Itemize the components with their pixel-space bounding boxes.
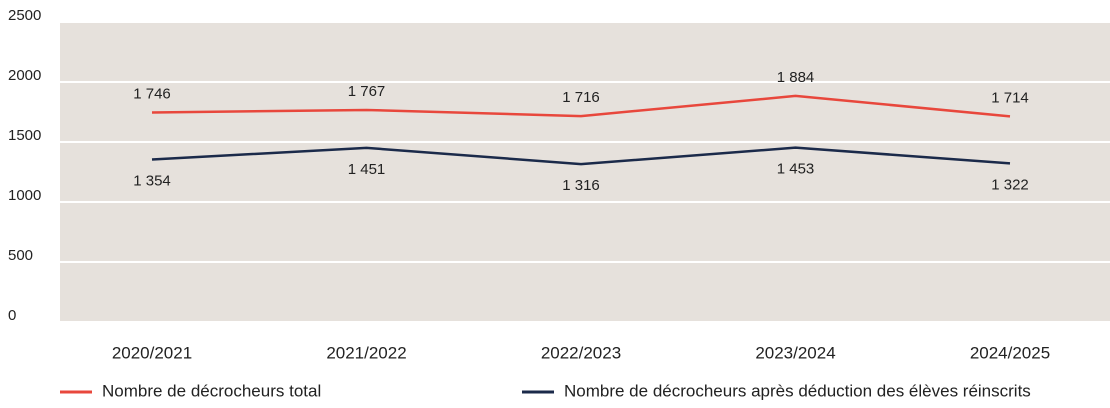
legend-label: Nombre de décrocheurs total bbox=[102, 381, 321, 400]
y-tick-label: 2000 bbox=[8, 67, 41, 84]
data-label: 1 322 bbox=[991, 176, 1029, 193]
series-line bbox=[151, 146, 1011, 166]
x-tick-label: 2020/2021 bbox=[112, 343, 192, 362]
plot-area bbox=[60, 22, 1110, 322]
data-label: 1 767 bbox=[348, 83, 386, 100]
x-tick-label: 2022/2023 bbox=[541, 343, 621, 362]
x-tick-label: 2021/2022 bbox=[326, 343, 406, 362]
y-tick-label: 1000 bbox=[8, 187, 41, 204]
legend-label: Nombre de décrocheurs après déduction de… bbox=[564, 381, 1031, 400]
x-tick-label: 2024/2025 bbox=[970, 343, 1050, 362]
y-tick-label: 1500 bbox=[8, 127, 41, 144]
data-label: 1 884 bbox=[777, 69, 815, 86]
y-tick-label: 2500 bbox=[8, 7, 41, 24]
data-label: 1 451 bbox=[348, 161, 386, 178]
x-tick-label: 2023/2024 bbox=[755, 343, 835, 362]
y-tick-label: 0 bbox=[8, 307, 16, 324]
data-label: 1 746 bbox=[133, 85, 171, 102]
series-line bbox=[151, 94, 1011, 118]
data-label: 1 453 bbox=[777, 161, 815, 178]
data-label: 1 354 bbox=[133, 172, 171, 189]
y-tick-label: 500 bbox=[8, 247, 33, 264]
data-label: 1 714 bbox=[991, 89, 1029, 106]
data-label: 1 716 bbox=[562, 89, 600, 106]
data-label: 1 316 bbox=[562, 177, 600, 194]
